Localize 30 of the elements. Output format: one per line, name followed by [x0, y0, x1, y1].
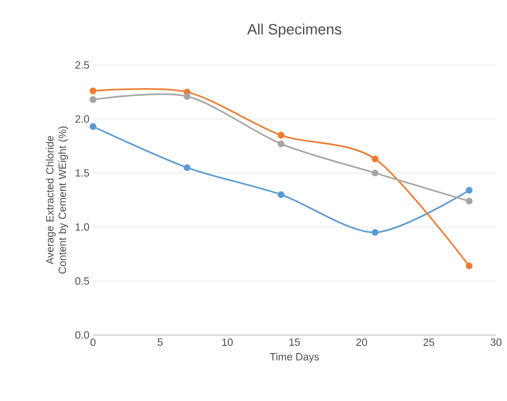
point: [278, 191, 284, 198]
x-tick-label: 5: [158, 338, 163, 346]
point: [372, 170, 378, 176]
point: [184, 92, 190, 100]
y-tick-label: 1.5: [76, 169, 90, 177]
y-tick-label: 0.0: [75, 331, 90, 339]
x-tick-label: 15: [289, 338, 300, 346]
y-tick-label: 2.0: [75, 115, 90, 123]
point: [90, 96, 96, 103]
x-tick-label: 25: [424, 338, 434, 346]
point: [372, 156, 378, 162]
y-tick-label: 2.5: [75, 61, 90, 69]
point: [372, 229, 378, 236]
y-tick-label: 0.5: [75, 277, 90, 285]
x-tick-label: 30: [490, 338, 502, 346]
point: [466, 262, 473, 270]
y-tick-label: 1.0: [76, 223, 90, 231]
point: [278, 140, 284, 148]
point: [90, 88, 96, 94]
point: [90, 123, 96, 130]
x-tick-label: 0: [90, 338, 96, 346]
point: [466, 186, 473, 194]
x-axis-title: Time Days: [270, 352, 319, 363]
x-tick-label: 10: [222, 338, 233, 346]
point: [184, 164, 190, 171]
point: [466, 198, 473, 204]
x-tick-label: 20: [356, 338, 368, 346]
y-axis-title: Average Extracted Chloride Content by Cement WEight (%): [46, 126, 68, 274]
chart-title: All Specimens: [247, 24, 342, 38]
point: [278, 132, 284, 139]
